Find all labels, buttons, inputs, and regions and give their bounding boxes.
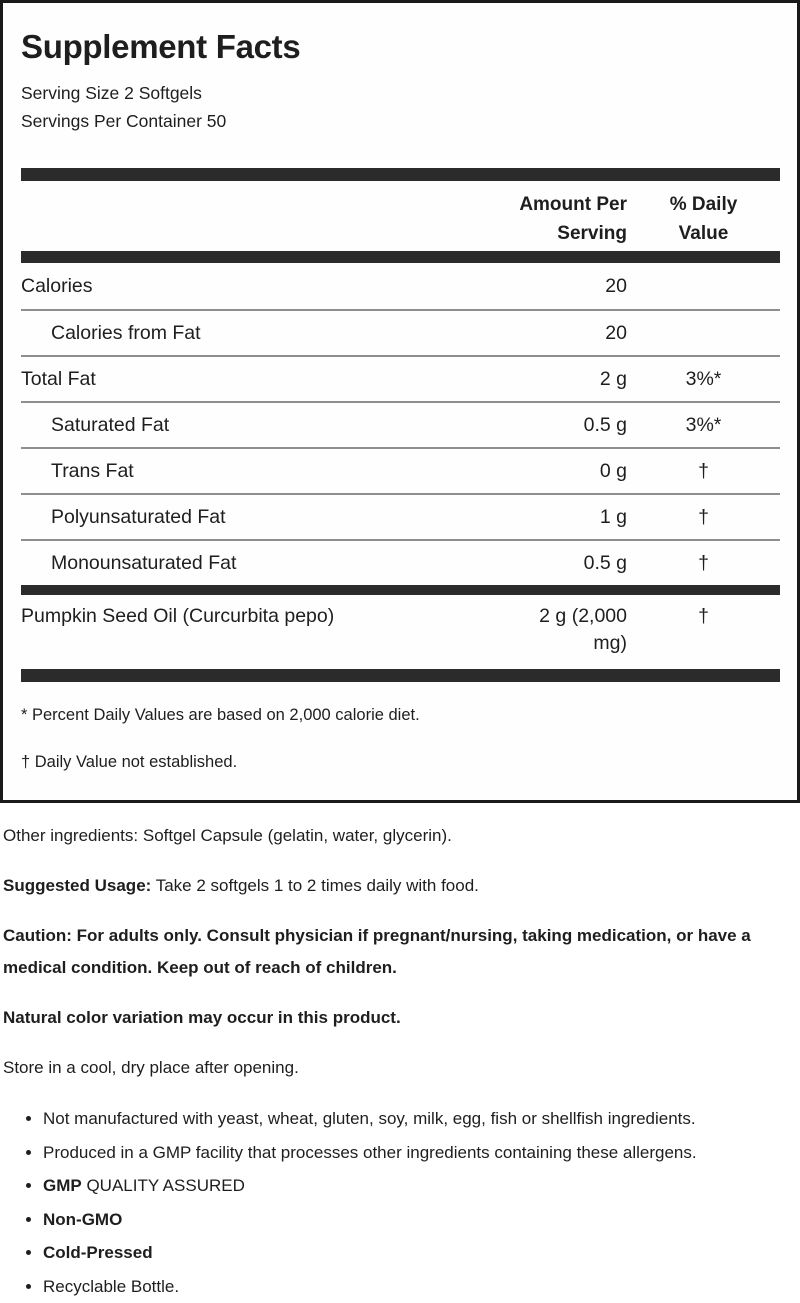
feature-bold-text: Non-GMO bbox=[43, 1210, 122, 1229]
nutrient-label: Trans Fat bbox=[21, 460, 477, 483]
nutrient-amount: 0 g bbox=[477, 460, 627, 483]
percent-daily-value-header: % Daily Value bbox=[627, 190, 780, 248]
suggested-usage-label: Suggested Usage: bbox=[3, 876, 151, 895]
feature-text: Recyclable Bottle. bbox=[43, 1277, 179, 1296]
feature-text: Not manufactured with yeast, wheat, glut… bbox=[43, 1109, 696, 1128]
ingredient-name: Pumpkin Seed Oil (Curcurbita pepo) bbox=[21, 603, 477, 630]
nutrient-amount: 1 g bbox=[477, 506, 627, 529]
storage-instructions: Store in a cool, dry place after opening… bbox=[3, 1052, 784, 1084]
ingredient-row: Pumpkin Seed Oil (Curcurbita pepo) 2 g (… bbox=[21, 595, 780, 669]
thick-rule-above-ingredient bbox=[21, 585, 780, 595]
feature-list-item: Non-GMO bbox=[43, 1203, 784, 1237]
product-info-section: Other ingredients: Softgel Capsule (gela… bbox=[0, 803, 784, 1303]
nutrient-label: Total Fat bbox=[21, 368, 477, 391]
natural-color-note: Natural color variation may occur in thi… bbox=[3, 1002, 784, 1034]
feature-list-item: Not manufactured with yeast, wheat, glut… bbox=[43, 1102, 784, 1136]
feature-text: QUALITY ASSURED bbox=[82, 1176, 245, 1195]
footnote-percent-daily-values: * Percent Daily Values are based on 2,00… bbox=[21, 704, 780, 726]
thick-rule-under-header bbox=[21, 251, 780, 263]
facts-table-header: Amount Per Serving % Daily Value bbox=[21, 181, 780, 248]
nutrient-amount: 2 g bbox=[477, 368, 627, 391]
nutrient-daily-value: † bbox=[627, 506, 780, 529]
suggested-usage-text: Suggested Usage: Take 2 softgels 1 to 2 … bbox=[3, 870, 784, 902]
nutrient-amount: 0.5 g bbox=[477, 414, 627, 437]
footnote-daily-value-not-established: † Daily Value not established. bbox=[21, 751, 780, 773]
ingredient-amount: 2 g (2,000 mg) bbox=[477, 603, 627, 657]
feature-bold-text: GMP bbox=[43, 1176, 82, 1195]
nutrient-label: Polyunsaturated Fat bbox=[21, 506, 477, 529]
nutrient-daily-value: 3%* bbox=[627, 368, 780, 391]
supplement-facts-panel: Supplement Facts Serving Size 2 Softgels… bbox=[0, 0, 800, 803]
nutrient-label: Calories bbox=[21, 275, 477, 298]
servings-per-container: Servings Per Container 50 bbox=[21, 107, 780, 135]
suggested-usage-body: Take 2 softgels 1 to 2 times daily with … bbox=[151, 876, 479, 895]
thick-rule-bottom bbox=[21, 669, 780, 682]
feature-list-item: Produced in a GMP facility that processe… bbox=[43, 1136, 784, 1170]
serving-size: Serving Size 2 Softgels bbox=[21, 79, 780, 107]
nutrient-label: Saturated Fat bbox=[21, 414, 477, 437]
other-ingredients-text: Other ingredients: Softgel Capsule (gela… bbox=[3, 820, 784, 852]
amount-per-serving-header: Amount Per Serving bbox=[477, 190, 627, 248]
nutrient-daily-value: † bbox=[627, 460, 780, 483]
feature-bold-text: Cold-Pressed bbox=[43, 1243, 153, 1262]
nutrient-label: Monounsaturated Fat bbox=[21, 552, 477, 575]
product-feature-list: Not manufactured with yeast, wheat, glut… bbox=[3, 1102, 784, 1303]
feature-list-item: Recyclable Bottle. bbox=[43, 1270, 784, 1303]
nutrient-daily-value: † bbox=[627, 552, 780, 575]
feature-list-item: Cold-Pressed bbox=[43, 1236, 784, 1270]
panel-title: Supplement Facts bbox=[21, 30, 780, 63]
nutrient-daily-value: 3%* bbox=[627, 414, 780, 437]
feature-text: Produced in a GMP facility that processe… bbox=[43, 1143, 697, 1162]
nutrient-amount: 20 bbox=[477, 322, 627, 345]
header-spacer bbox=[21, 190, 477, 248]
feature-list-item: GMP QUALITY ASSURED bbox=[43, 1169, 784, 1203]
nutrient-amount: 20 bbox=[477, 275, 627, 298]
ingredient-daily-value: † bbox=[627, 603, 780, 630]
nutrient-amount: 0.5 g bbox=[477, 552, 627, 575]
nutrient-label: Calories from Fat bbox=[21, 322, 477, 345]
thick-rule-top bbox=[21, 168, 780, 181]
caution-text: Caution: For adults only. Consult physic… bbox=[3, 920, 784, 984]
